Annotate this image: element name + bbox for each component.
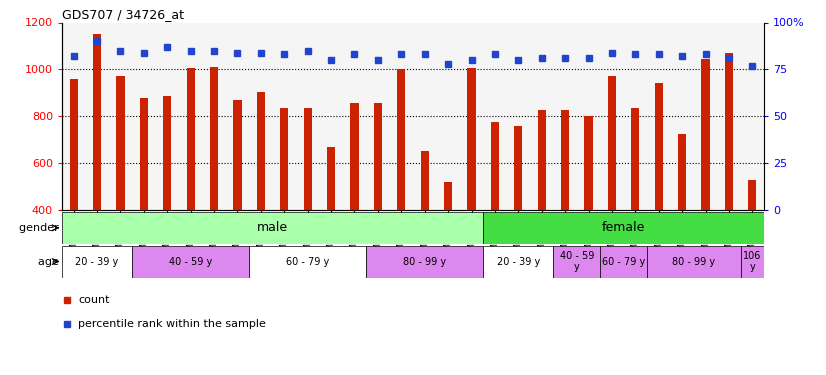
Text: 80 - 99 y: 80 - 99 y <box>403 256 446 267</box>
Text: 80 - 99 y: 80 - 99 y <box>672 256 715 267</box>
Bar <box>701 59 710 210</box>
Bar <box>234 100 241 210</box>
Bar <box>187 68 195 210</box>
Bar <box>420 152 429 210</box>
Bar <box>62 212 483 244</box>
Bar <box>678 134 686 210</box>
Text: male: male <box>257 221 288 234</box>
Bar <box>491 122 499 210</box>
Text: 106
y: 106 y <box>743 251 762 272</box>
Bar <box>483 212 764 244</box>
Bar <box>741 246 764 278</box>
Bar <box>444 182 452 210</box>
Bar <box>280 108 288 210</box>
Text: age: age <box>38 256 62 267</box>
Bar <box>647 246 741 278</box>
Bar <box>164 96 171 210</box>
Text: 60 - 79 y: 60 - 79 y <box>286 256 330 267</box>
Bar <box>655 84 662 210</box>
Bar <box>585 116 592 210</box>
Bar <box>69 79 78 210</box>
Bar <box>304 108 311 210</box>
Text: gender: gender <box>19 223 62 233</box>
Bar <box>210 67 218 210</box>
Bar <box>725 53 733 210</box>
Bar <box>93 34 101 210</box>
Bar <box>62 246 132 278</box>
Bar <box>140 98 148 210</box>
Bar <box>748 180 757 210</box>
Bar <box>515 126 522 210</box>
Bar <box>257 92 265 210</box>
Bar <box>483 246 553 278</box>
Text: 20 - 39 y: 20 - 39 y <box>496 256 540 267</box>
Text: percentile rank within the sample: percentile rank within the sample <box>78 319 266 329</box>
Bar <box>132 246 249 278</box>
Bar <box>374 104 382 210</box>
Bar <box>397 69 406 210</box>
Bar <box>350 104 358 210</box>
Bar <box>116 76 125 210</box>
Bar <box>631 108 639 210</box>
Bar <box>561 110 569 210</box>
Text: female: female <box>602 221 645 234</box>
Text: count: count <box>78 295 110 304</box>
Bar <box>468 68 476 210</box>
Bar <box>249 246 366 278</box>
Text: 40 - 59
y: 40 - 59 y <box>560 251 594 272</box>
Bar <box>601 246 647 278</box>
Text: 60 - 79 y: 60 - 79 y <box>602 256 645 267</box>
Bar <box>538 110 546 210</box>
Bar <box>327 147 335 210</box>
Text: 40 - 59 y: 40 - 59 y <box>169 256 212 267</box>
Bar <box>366 246 483 278</box>
Bar <box>553 246 601 278</box>
Text: GDS707 / 34726_at: GDS707 / 34726_at <box>62 8 184 21</box>
Text: 20 - 39 y: 20 - 39 y <box>75 256 119 267</box>
Bar <box>608 76 616 210</box>
